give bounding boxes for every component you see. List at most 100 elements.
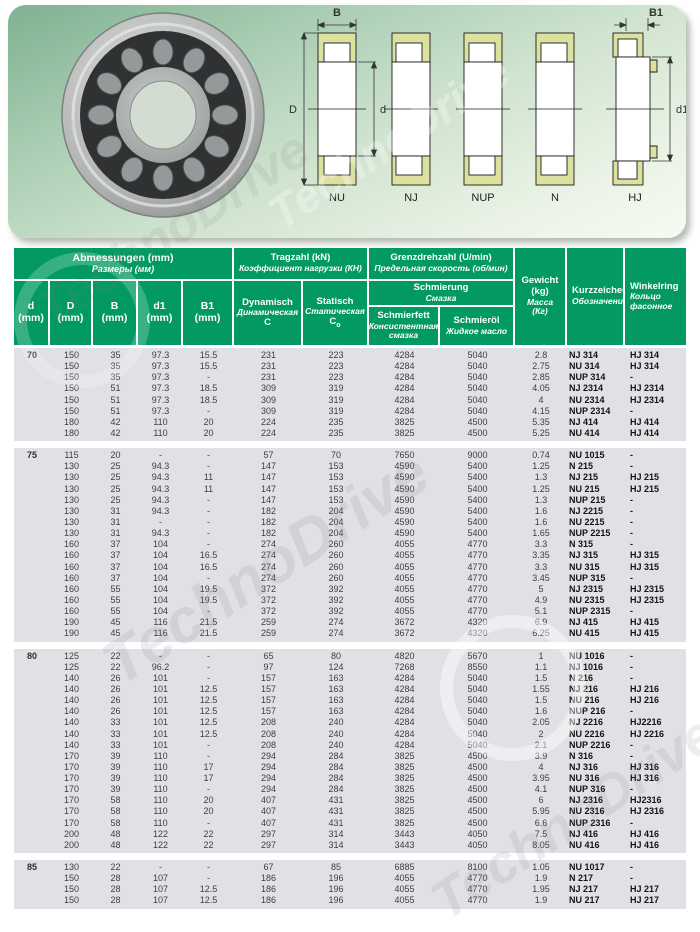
cell: 25	[110, 472, 121, 483]
cell: 170	[63, 750, 80, 761]
dimension-annotations: B D d B1 d1	[289, 7, 686, 187]
bearing-illustration-card: ISB	[8, 5, 686, 238]
cell: NJ 216	[569, 683, 599, 694]
cell: -	[207, 528, 210, 539]
cell: -	[630, 372, 633, 383]
cell: 4.1	[534, 784, 548, 795]
cell: 35	[110, 372, 121, 383]
cell: 130	[63, 505, 80, 516]
dim-label-d: d	[380, 104, 386, 116]
cell: 204	[328, 505, 344, 516]
cell-group-d	[14, 806, 50, 817]
cell: 2.8	[534, 350, 548, 360]
cell: N 217	[569, 873, 594, 884]
table-row: 160 37 104 16.5 274 260 4055 4770 3.35 NJ 315 HJ 3…	[14, 550, 686, 561]
cell: 274	[260, 561, 277, 572]
cell: NU 315	[569, 561, 600, 572]
cell: 17	[203, 761, 214, 772]
cell: 25	[110, 494, 121, 505]
cell: -	[207, 862, 210, 873]
cell: 6.25	[532, 628, 550, 639]
cell: 39	[110, 773, 121, 784]
cell: 240	[328, 739, 344, 750]
table-row: 150 28 107 - 186 196 4055 4770 1.9 N 217 -	[14, 873, 686, 884]
cell: 22	[110, 650, 121, 661]
cell: NU 1017	[569, 862, 605, 873]
cell: 2.75	[532, 361, 550, 372]
table-body: 70 150 35 97.3 15.5 231 223 4284 5040 2.8 NJ 314 HJ…	[14, 348, 686, 909]
cell: NJ 414	[569, 416, 599, 427]
cell: 4770	[467, 550, 488, 561]
cell: 4770	[467, 884, 488, 895]
cell: 4284	[394, 383, 415, 394]
cell: 3443	[394, 828, 415, 839]
cell: -	[207, 750, 210, 761]
cell: 124	[328, 661, 344, 672]
cell: 130	[63, 516, 80, 527]
cell-group-d	[14, 383, 50, 394]
cell: 150	[63, 873, 80, 884]
cell: 4500	[467, 427, 488, 438]
cell: 4055	[394, 884, 415, 895]
cell: 22	[110, 661, 121, 672]
cell: 140	[63, 672, 80, 683]
cell: NUP 215	[569, 494, 606, 505]
table-row: 140 26 101 - 157 163 4284 5040 1.5 N 216 -	[14, 673, 686, 684]
cell: HJ 2314	[630, 394, 665, 405]
cell: 3825	[394, 795, 415, 806]
cell: 11	[203, 472, 214, 483]
cell: 157	[260, 672, 277, 683]
cell: 1.05	[532, 862, 550, 873]
cell: NU 2316	[569, 806, 605, 817]
cell: 18.5	[199, 394, 218, 405]
dim-label-b1: B1	[649, 7, 663, 19]
table-row: 150 35 97.3 15.5 231 223 4284 5040 2.75 NU 314 HJ …	[14, 361, 686, 372]
cell: NUP 316	[569, 784, 606, 795]
cell: 107	[152, 884, 169, 895]
cell: 153	[328, 472, 344, 483]
cell: 31	[110, 505, 121, 516]
table-row: 160 55 104 - 372 392 4055 4770 5.1 NUP 2315 -	[14, 606, 686, 617]
cell: NU 2215	[569, 516, 605, 527]
cell: 12.5	[199, 728, 218, 739]
cell: 26	[110, 672, 121, 683]
cell: 7268	[394, 661, 415, 672]
cell: 5040	[467, 383, 488, 394]
cell: 5040	[467, 717, 488, 728]
table-row: 150 28 107 12.5 186 196 4055 4770 1.95 NJ 217 HJ 2…	[14, 884, 686, 895]
cell: NJ 1016	[569, 661, 604, 672]
dim-label-d1: d1	[676, 104, 686, 116]
cell: 3672	[394, 617, 415, 628]
table-row: 170 39 110 - 294 284 3825 4500 4.1 NUP 316 -	[14, 784, 686, 795]
cell-group-d	[14, 472, 50, 483]
cell: 37	[110, 561, 121, 572]
cell-group-d	[14, 895, 50, 906]
cell: 284	[328, 750, 344, 761]
cell: 20	[203, 795, 214, 806]
cell-group-d	[14, 695, 50, 706]
cell: 33	[110, 717, 121, 728]
cell: 104	[152, 572, 169, 583]
cell-group-d	[14, 829, 50, 840]
cell: 431	[328, 806, 344, 817]
cell: 2	[538, 728, 544, 739]
cell-group-d	[14, 617, 50, 628]
cell: HJ 2316	[630, 806, 665, 817]
table-row: 170 39 110 17 294 284 3825 4500 4 NJ 316 HJ 316	[14, 762, 686, 773]
cell: 4055	[394, 561, 415, 572]
cell: HJ 316	[630, 761, 660, 772]
cell-group-d: 70	[26, 350, 37, 360]
cell: 21.5	[199, 617, 218, 628]
cell: 0.74	[532, 450, 550, 461]
table-row: 150 28 107 12.5 186 196 4055 4770 1.9 NU 217 HJ 21…	[14, 895, 686, 906]
cell: 182	[260, 516, 277, 527]
cell: 19.5	[199, 583, 218, 594]
cell: NU 416	[569, 839, 600, 850]
cell: 190	[63, 617, 80, 628]
cell: 147	[260, 472, 277, 483]
cell: 33	[110, 739, 121, 750]
cell: 4770	[467, 539, 488, 550]
cell: 15.5	[199, 361, 218, 372]
table-row: 140 33 101 - 208 240 4284 5040 2.1 NUP 2216 -	[14, 740, 686, 751]
cell: -	[207, 650, 210, 661]
